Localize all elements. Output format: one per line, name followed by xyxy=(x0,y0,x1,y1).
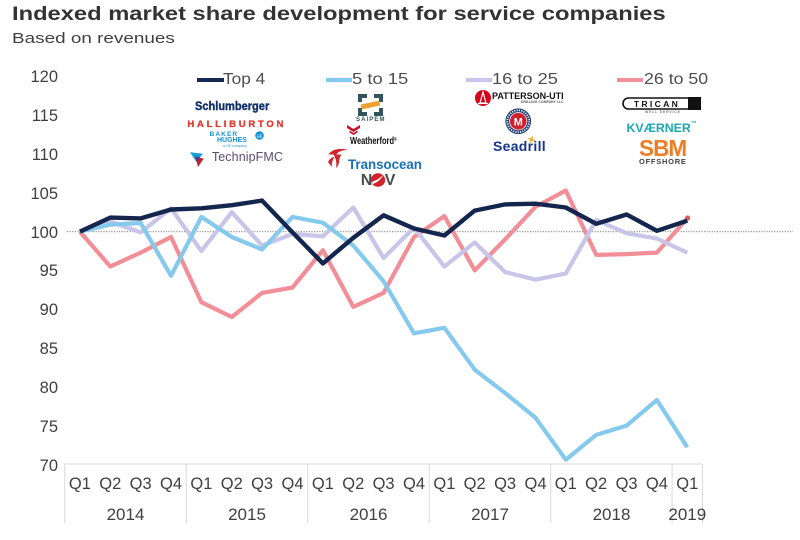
svg-text:M: M xyxy=(514,116,523,128)
svg-text:TRICAN: TRICAN xyxy=(634,99,680,109)
svg-text:GE: GE xyxy=(256,133,262,138)
